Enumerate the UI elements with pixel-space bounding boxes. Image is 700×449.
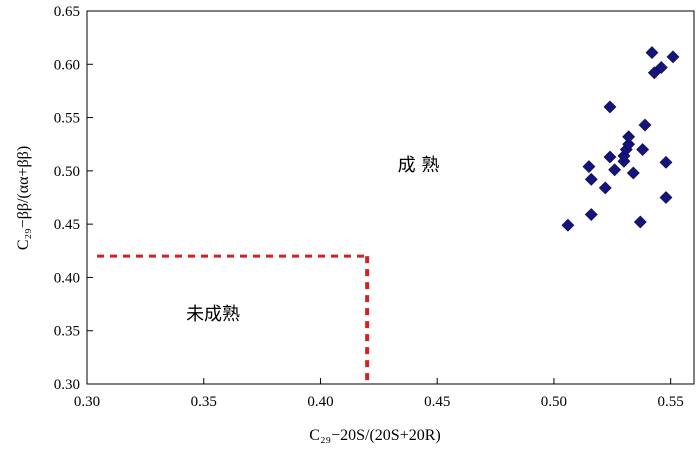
data-point	[584, 208, 598, 221]
region-label: 未成熟	[186, 304, 240, 325]
data-point	[633, 215, 647, 229]
data-point	[582, 160, 596, 174]
x-axis-title: C₂₉−20S/(20S+20R)	[309, 427, 440, 444]
data-point	[645, 46, 659, 59]
data-points	[561, 46, 680, 232]
data-point	[622, 137, 636, 151]
y-tick-label: 0.60	[54, 57, 80, 73]
data-point	[654, 61, 668, 74]
x-tick-label: 0.45	[424, 394, 450, 410]
data-point	[608, 163, 622, 177]
x-tick-label: 0.35	[191, 394, 217, 410]
maturity-threshold	[97, 254, 370, 384]
y-tick-label: 0.55	[54, 111, 80, 127]
plot-frame	[86, 10, 695, 385]
x-tick-label: 0.40	[307, 394, 333, 410]
data-point	[603, 150, 617, 164]
data-point	[666, 50, 680, 64]
x-tick-label: 0.50	[541, 394, 567, 410]
data-point	[626, 166, 640, 180]
y-tick-label: 0.35	[54, 324, 80, 340]
data-point	[636, 143, 650, 156]
x-tick-label: 0.55	[658, 394, 684, 410]
data-point	[598, 181, 612, 195]
y-tick-label: 0.50	[54, 164, 80, 180]
data-point	[603, 100, 617, 114]
y-tick-label: 0.45	[54, 217, 80, 233]
data-point	[561, 218, 575, 232]
y-axis-ticks: 0.30 0.35 0.40 0.45 0.50 0.55 0.60 0.65	[54, 4, 93, 393]
y-tick-label: 0.30	[54, 377, 80, 393]
data-point	[622, 130, 636, 144]
data-point	[659, 191, 673, 204]
data-point	[584, 172, 598, 186]
data-point	[659, 155, 673, 169]
y-tick-label: 0.65	[54, 4, 80, 20]
region-label: 成 熟	[398, 155, 440, 176]
x-axis-ticks: 0.30 0.35 0.40 0.45 0.50 0.55	[74, 378, 684, 410]
y-axis-title: C₂₉−ββ/(αα+ββ)	[15, 146, 32, 250]
y-tick-label: 0.40	[54, 270, 80, 286]
x-tick-label: 0.30	[74, 394, 100, 410]
data-point	[638, 118, 652, 132]
